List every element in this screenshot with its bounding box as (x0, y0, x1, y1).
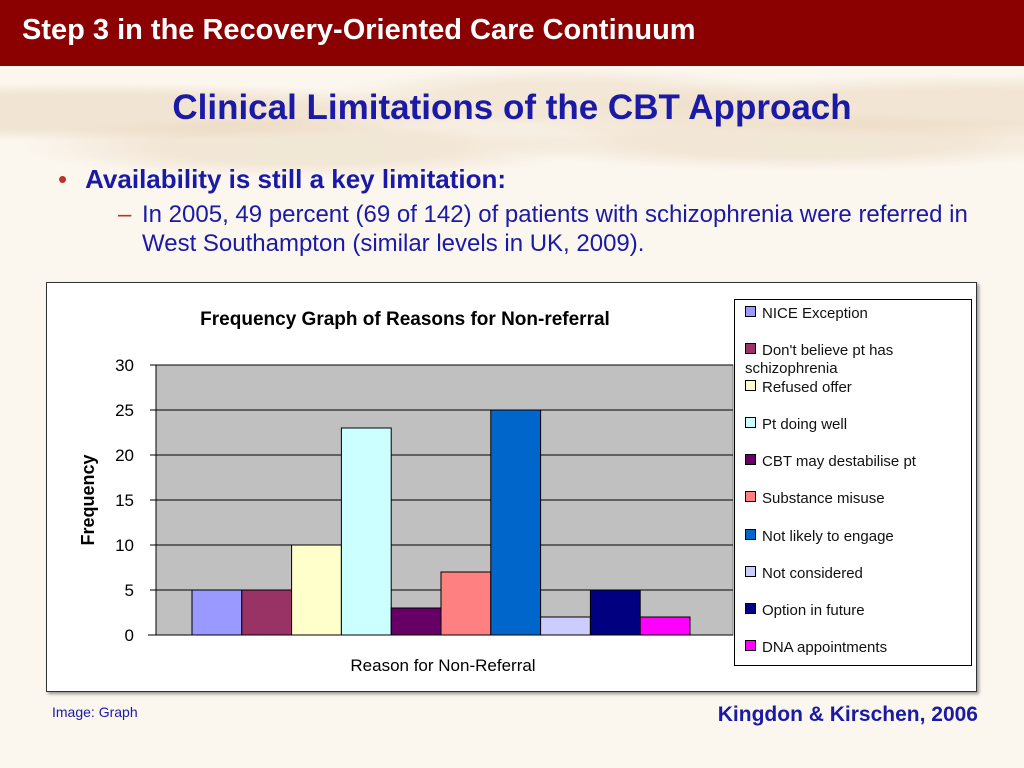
legend-label: Option in future (762, 602, 865, 619)
y-tick-label: 0 (125, 626, 134, 645)
chart-title: Frequency Graph of Reasons for Non-refer… (200, 309, 610, 330)
legend-item: Not considered (745, 565, 967, 583)
image-credit: Image: Graph (52, 704, 138, 720)
legend-swatch (745, 454, 756, 465)
y-tick-label: 30 (115, 356, 134, 375)
legend-item: Option in future (745, 602, 967, 620)
y-tick-label: 15 (115, 491, 134, 510)
y-tick-label: 10 (115, 536, 134, 555)
legend-item: Refused offer (745, 379, 967, 397)
bar (490, 409, 542, 636)
bar (340, 427, 392, 636)
legend-item: NICE Exception (745, 305, 967, 323)
header-bar: Step 3 in the Recovery-Oriented Care Con… (0, 0, 1024, 66)
legend-label: CBT may destabilise pt (762, 453, 916, 470)
legend-item: Substance misuse (745, 490, 967, 508)
legend-label: NICE Exception (762, 305, 868, 322)
bar (390, 607, 442, 636)
legend-swatch (745, 566, 756, 577)
legend-swatch (745, 491, 756, 502)
bar (291, 544, 342, 636)
legend-label: DNA appointments (762, 639, 888, 656)
chart-container: Frequency Graph of Reasons for Non-refer… (46, 282, 977, 692)
legend-label: Substance misuse (762, 490, 885, 507)
legend-label: Pt doing well (762, 416, 848, 433)
bar (241, 589, 293, 636)
y-axis-ticks: 0 5 10 15 20 25 30 (115, 356, 156, 645)
legend-swatch (745, 603, 756, 614)
legend-swatch (745, 343, 756, 354)
y-tick-label: 20 (115, 446, 134, 465)
y-tick-label: 25 (115, 401, 134, 420)
decorative-pattern (0, 66, 1024, 181)
legend-swatch (745, 640, 756, 651)
legend-label: Don't believe pt has schizophrenia (745, 342, 894, 377)
bar (639, 616, 691, 636)
slide-title: Clinical Limitations of the CBT Approach (172, 88, 852, 127)
legend-swatch (745, 380, 756, 391)
bullet-text: Availability is still a key limitation: (85, 164, 507, 194)
bar (440, 571, 492, 636)
y-tick-label: 5 (125, 581, 134, 600)
sub-bullet-dash-icon: – (118, 201, 132, 228)
legend-item: Don't believe pt has schizophrenia (745, 342, 967, 378)
y-axis-label: Frequency (78, 454, 98, 545)
bar (589, 589, 641, 636)
legend-item: CBT may destabilise pt (745, 453, 967, 471)
bullet-dot-icon: • (58, 164, 68, 194)
legend-swatch (745, 529, 756, 540)
legend-swatch (745, 417, 756, 428)
legend-label: Not likely to engage (762, 528, 894, 545)
bar (540, 616, 591, 636)
sub-bullet-text: In 2005, 49 percent (69 of 142) of patie… (142, 201, 968, 257)
x-axis-label: Reason for Non-Referral (350, 656, 535, 675)
bar-chart: Frequency Graph of Reasons for Non-refer… (78, 309, 734, 675)
citation: Kingdon & Kirschen, 2006 (717, 703, 978, 726)
chart-legend: NICE Exception Don't believe pt has schiz… (734, 299, 972, 666)
legend-item: Pt doing well (745, 416, 967, 434)
legend-label: Not considered (762, 565, 863, 582)
legend-label: Refused offer (762, 379, 852, 396)
legend-item: DNA appointments (745, 639, 967, 657)
legend-item: Not likely to engage (745, 528, 967, 546)
legend-swatch (745, 306, 756, 317)
bar (191, 589, 243, 636)
header-title: Step 3 in the Recovery-Oriented Care Con… (22, 14, 696, 46)
bullet-item: • Availability is still a key limitation: (58, 164, 506, 195)
bars-group (191, 409, 691, 636)
